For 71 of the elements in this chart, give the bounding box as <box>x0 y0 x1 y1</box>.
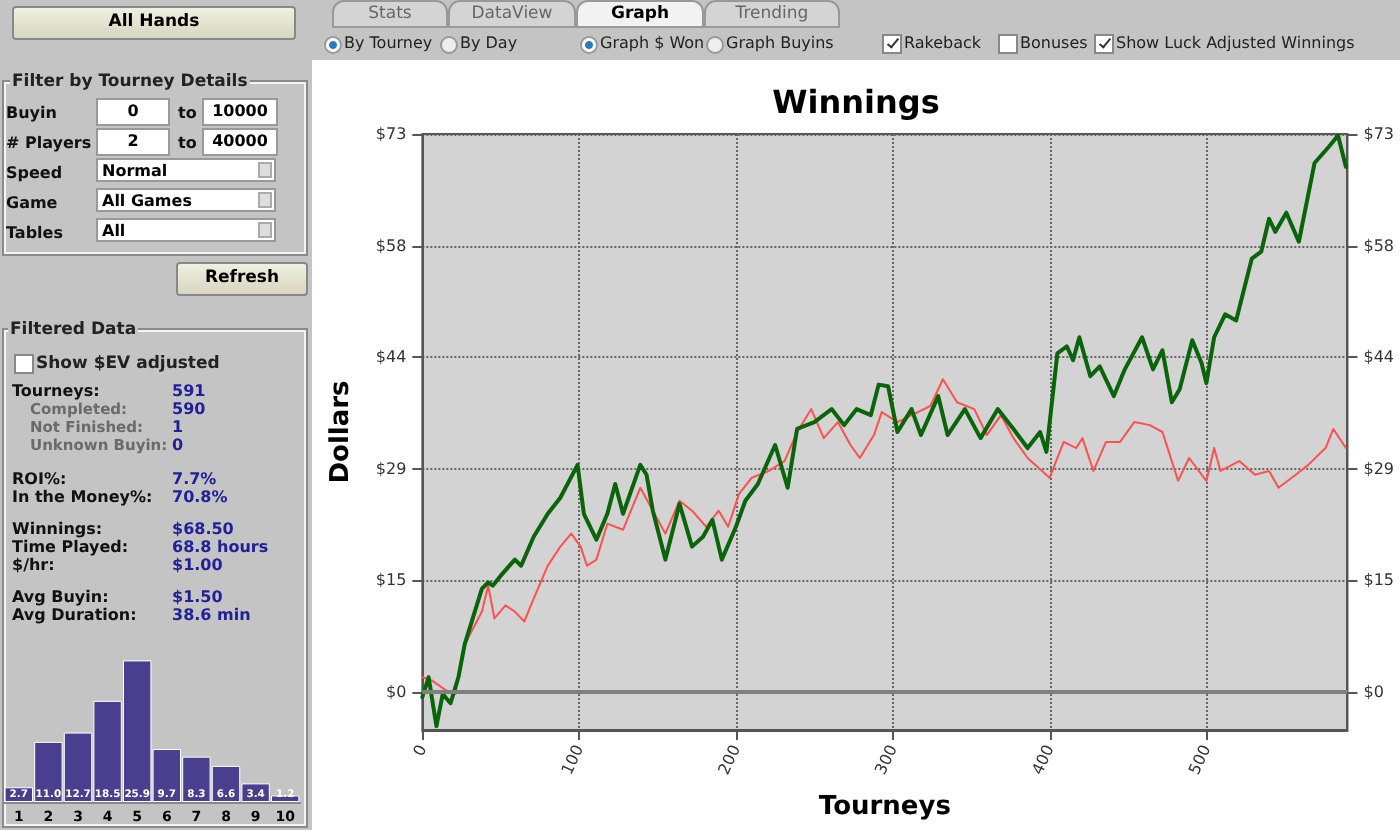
text: to <box>178 104 197 124</box>
text: By Day <box>460 34 518 54</box>
text: ROI%: <box>12 470 67 489</box>
y-tick-label: $58 <box>375 236 407 255</box>
y-axis-title: Dollars <box>326 379 356 484</box>
text: Winnings: <box>12 520 103 539</box>
text: 2 <box>96 128 170 156</box>
text: $1.00 <box>172 556 223 576</box>
text: By Tourney <box>344 34 433 54</box>
y2-tick-label: $0 <box>1363 682 1384 701</box>
text: 1 <box>172 418 184 438</box>
y2-tick-label: $29 <box>1363 459 1395 478</box>
text: Refresh <box>176 262 308 296</box>
text: Graph Buyins <box>726 34 834 54</box>
x-tick-label: 400 <box>1028 742 1058 778</box>
text: All <box>96 218 276 242</box>
text: $/hr: <box>12 556 55 576</box>
text: 38.6 min <box>172 606 251 626</box>
text: Avg Duration: <box>12 606 137 626</box>
y-tick-label: $0 <box>385 682 407 701</box>
text: Trending <box>704 0 840 28</box>
x-tick-label: 200 <box>714 742 745 778</box>
text: Show $EV adjusted <box>36 354 220 374</box>
x-tick-label: 100 <box>558 742 588 778</box>
text: Buyin <box>6 104 57 124</box>
x-axis-title: Tourneys <box>818 792 952 822</box>
text: All Hands <box>12 6 296 40</box>
text: DataView <box>448 0 576 28</box>
text: All Games <box>96 188 276 212</box>
text: 68.8 hours <box>172 538 269 557</box>
text: Filter by Tourney Details <box>10 72 250 92</box>
y-tick-label: $29 <box>375 459 407 478</box>
text: 70.8% <box>172 488 228 508</box>
text: Rakeback <box>904 34 982 54</box>
text: 591 <box>172 382 206 402</box>
text: $1.50 <box>172 588 223 607</box>
chart-title: Winnings <box>772 83 940 121</box>
text: Tourneys: <box>12 382 100 402</box>
y-tick-label: $44 <box>375 348 407 367</box>
text: $68.50 <box>172 520 234 539</box>
text: In the Money%: <box>12 488 153 508</box>
y-tick-label: $15 <box>375 571 407 590</box>
text: Normal <box>96 158 276 182</box>
text: 0 <box>96 98 170 126</box>
y-tick-label: $73 <box>375 125 407 143</box>
text: 0 <box>172 436 184 456</box>
text: 10000 <box>202 98 278 126</box>
text: Show Luck Adjusted Winnings <box>1116 34 1355 54</box>
text: Stats <box>332 0 448 28</box>
text: Avg Buyin: <box>12 588 109 607</box>
y2-tick-label: $44 <box>1363 348 1395 367</box>
text: Game <box>6 194 58 214</box>
text: Tables <box>6 224 63 244</box>
x-tick-label: 300 <box>871 742 901 778</box>
x-tick-label: 500 <box>1185 742 1215 778</box>
line-series <box>421 378 1347 696</box>
y2-tick-label: $73 <box>1363 125 1395 143</box>
text: 40000 <box>202 128 278 156</box>
text: to <box>178 134 197 154</box>
text: 590 <box>172 400 206 420</box>
x-tick-label: 0 <box>409 742 431 760</box>
y2-tick-label: $15 <box>1363 571 1395 590</box>
text: Graph $ Won <box>600 34 705 54</box>
y2-tick-label: $58 <box>1363 236 1395 255</box>
text: Filtered Data <box>8 320 139 340</box>
text: Bonuses <box>1020 34 1088 54</box>
text: Speed <box>6 164 63 184</box>
text: 7.7% <box>172 470 217 490</box>
text: Graph <box>576 0 704 28</box>
text: Time Played: <box>12 538 129 557</box>
text: # Players <box>6 134 92 154</box>
